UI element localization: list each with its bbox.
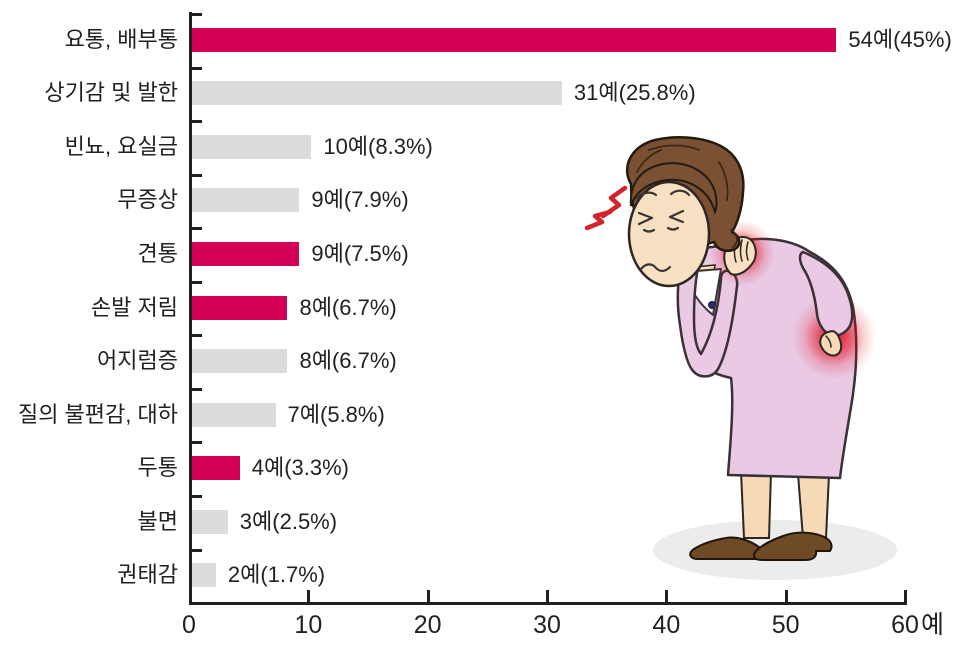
category-label: 견통 xyxy=(137,240,178,266)
category-label: 손발 저림 xyxy=(90,294,178,320)
category-label: 어지럼증 xyxy=(97,348,178,374)
bar xyxy=(192,27,837,52)
value-label: 2예(1.7%) xyxy=(227,562,326,588)
category-label: 불면 xyxy=(137,508,178,534)
back-arm xyxy=(798,250,854,357)
y-axis-tick xyxy=(192,173,202,177)
y-axis-tick xyxy=(192,13,202,16)
value-label: 8예(6.7%) xyxy=(299,294,397,320)
bar xyxy=(192,81,562,106)
head xyxy=(625,136,745,288)
x-axis-tick-label: 50 xyxy=(771,611,800,639)
bar xyxy=(192,563,216,588)
y-axis-tick xyxy=(192,494,202,498)
y-axis-tick xyxy=(192,66,202,70)
x-axis-tick xyxy=(307,590,311,602)
x-axis-tick xyxy=(784,590,788,602)
value-label: 31예(25.8%) xyxy=(573,80,696,106)
value-label: 9예(7.9%) xyxy=(311,187,409,213)
value-label: 54예(45%) xyxy=(848,26,952,52)
x-axis-tick-label: 10 xyxy=(294,611,323,639)
x-axis-tick xyxy=(546,590,549,602)
x-axis-tick xyxy=(665,590,669,602)
category-label: 두통 xyxy=(137,455,178,481)
y-axis-line xyxy=(189,12,192,605)
value-label: 3예(2.5%) xyxy=(239,508,338,534)
category-label: 권태감 xyxy=(117,562,178,588)
x-axis-tick-label: 20 xyxy=(413,611,442,639)
legs xyxy=(739,471,831,539)
y-axis-tick xyxy=(192,387,202,391)
category-label: 무증상 xyxy=(117,187,178,213)
value-label: 9예(7.5%) xyxy=(311,240,409,266)
value-label: 8예(6.7%) xyxy=(299,348,397,374)
x-axis-tick-label: 30 xyxy=(533,611,561,639)
face-features xyxy=(635,189,691,272)
category-label: 빈뇨, 요실금 xyxy=(64,133,178,159)
category-label: 요통, 배부통 xyxy=(64,26,178,52)
value-label: 4예(3.3%) xyxy=(251,455,349,481)
woman-pain-illustration xyxy=(585,136,897,580)
x-axis-unit-label: 예 xyxy=(921,611,945,639)
y-axis-tick xyxy=(192,120,202,124)
x-axis-tick xyxy=(904,590,907,602)
x-axis-tick-label: 40 xyxy=(652,611,681,639)
face xyxy=(627,180,711,288)
bar xyxy=(192,295,288,320)
y-axis-tick xyxy=(192,334,202,338)
shoes xyxy=(689,531,833,561)
bar xyxy=(192,349,288,374)
x-axis-tick xyxy=(426,590,430,602)
bar xyxy=(192,402,276,427)
x-axis-tick-label: 60 xyxy=(891,611,919,639)
bar xyxy=(192,134,312,159)
value-label: 10예(8.3%) xyxy=(323,133,433,159)
bar xyxy=(192,509,228,534)
bangs xyxy=(629,162,718,216)
bar xyxy=(192,188,300,213)
pain-zigzag-icon xyxy=(585,185,628,231)
button xyxy=(708,301,716,309)
value-label: 7예(5.8%) xyxy=(287,401,385,427)
x-axis-line xyxy=(189,602,907,605)
category-label: 질의 불편감, 대하 xyxy=(17,401,178,427)
y-axis-tick xyxy=(192,280,202,284)
category-label: 상기감 및 발한 xyxy=(44,80,178,106)
y-axis-tick xyxy=(192,227,202,231)
bar xyxy=(192,456,240,481)
y-axis-tick xyxy=(192,441,202,445)
y-axis-tick xyxy=(192,548,202,552)
x-axis-tick-label: 0 xyxy=(182,611,196,639)
bar xyxy=(192,241,300,266)
